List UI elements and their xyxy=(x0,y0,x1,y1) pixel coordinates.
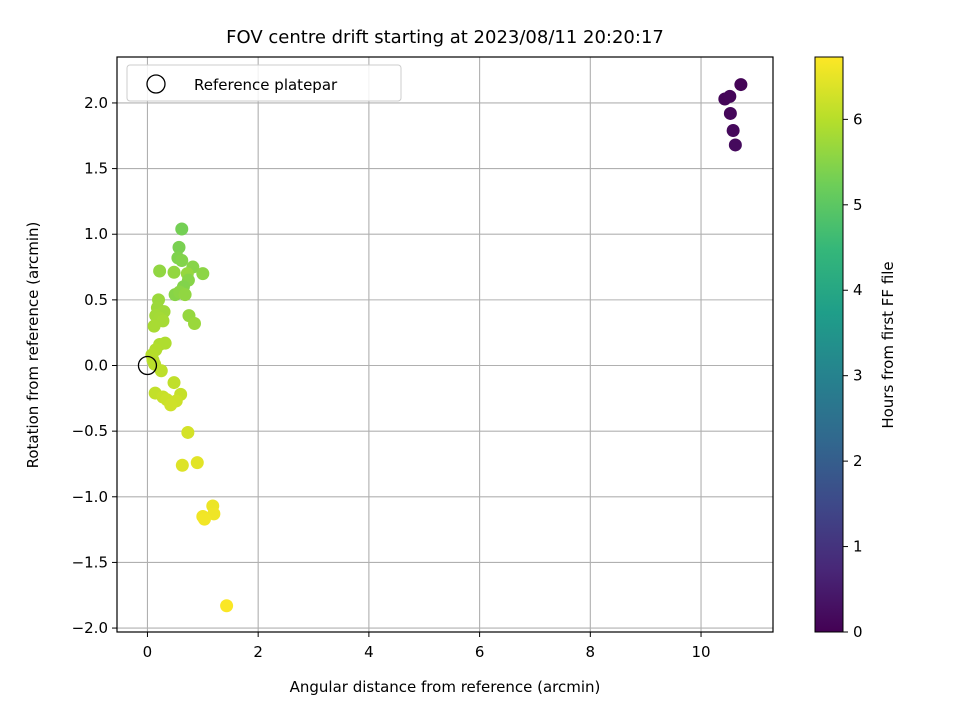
colorbar-tick-label: 1 xyxy=(853,538,863,556)
x-tick-label: 4 xyxy=(364,643,374,661)
data-point xyxy=(167,265,181,279)
x-axis-ticks: 0 2 4 6 8 10 xyxy=(143,632,711,661)
plot-frame xyxy=(116,56,774,633)
data-point xyxy=(197,512,211,526)
y-tick-label: −2.0 xyxy=(72,619,108,637)
colorbar: 0 1 2 3 4 5 6 Hours from first FF file xyxy=(814,56,897,641)
legend: Reference platepar xyxy=(126,64,402,102)
y-tick-label: −0.5 xyxy=(72,422,108,440)
data-point xyxy=(220,599,234,613)
colorbar-tick-label: 4 xyxy=(853,281,863,299)
legend-box xyxy=(126,64,402,102)
points-layer xyxy=(137,78,748,613)
y-tick-label: 1.5 xyxy=(84,160,108,178)
x-tick-label: 8 xyxy=(586,643,596,661)
colorbar-gradient xyxy=(814,56,844,633)
y-tick-label: 0.5 xyxy=(84,291,108,309)
y-tick-label: −1.5 xyxy=(72,553,108,571)
data-point xyxy=(158,336,172,350)
y-tick-label: 0.0 xyxy=(84,357,108,375)
data-point xyxy=(164,398,178,412)
data-point xyxy=(167,376,181,390)
colorbar-tick-label: 3 xyxy=(853,367,863,385)
colorbar-label: Hours from first FF file xyxy=(879,261,897,428)
colorbar-ticks: 0 1 2 3 4 5 6 xyxy=(843,110,863,641)
data-point xyxy=(147,319,161,333)
colorbar-tick-label: 6 xyxy=(853,110,863,128)
colorbar-tick-label: 2 xyxy=(853,452,863,470)
data-point xyxy=(178,288,192,302)
y-tick-label: −1.0 xyxy=(72,488,108,506)
data-point xyxy=(181,425,195,439)
legend-label: Reference platepar xyxy=(194,76,338,94)
x-tick-label: 2 xyxy=(253,643,263,661)
data-point xyxy=(728,138,742,152)
y-tick-label: 1.0 xyxy=(84,225,108,243)
legend-reference-marker-icon xyxy=(146,74,166,94)
data-point xyxy=(196,267,210,281)
y-tick-label: 2.0 xyxy=(84,94,108,112)
data-point xyxy=(190,456,204,470)
data-point xyxy=(188,316,202,330)
data-point xyxy=(175,222,189,236)
y-axis-label: Rotation from reference (arcmin) xyxy=(24,222,42,469)
x-tick-label: 6 xyxy=(475,643,485,661)
data-point xyxy=(734,78,748,92)
x-axis-label: Angular distance from reference (arcmin) xyxy=(290,678,601,696)
data-point xyxy=(723,89,737,103)
data-point xyxy=(175,458,189,472)
data-point xyxy=(154,364,168,378)
data-point xyxy=(723,106,737,120)
x-tick-label: 0 xyxy=(143,643,153,661)
grid-layer xyxy=(117,57,773,632)
data-point xyxy=(726,124,740,138)
x-tick-label: 10 xyxy=(691,643,710,661)
y-axis-ticks: −2.0 −1.5 −1.0 −0.5 0.0 0.5 1.0 1.5 2.0 xyxy=(72,94,117,637)
data-point xyxy=(172,240,186,254)
data-point xyxy=(153,264,167,278)
data-point xyxy=(175,253,189,267)
colorbar-tick-label: 5 xyxy=(853,196,863,214)
colorbar-tick-label: 0 xyxy=(853,623,863,641)
reference-platepar-marker xyxy=(137,355,158,376)
chart-title: FOV centre drift starting at 2023/08/11 … xyxy=(226,27,664,48)
